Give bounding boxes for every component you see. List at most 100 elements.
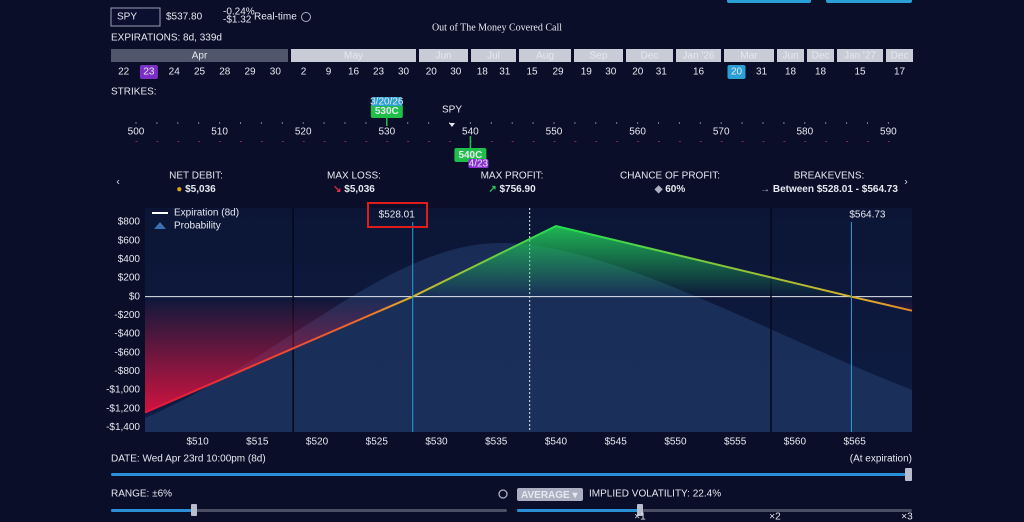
leg-chip[interactable] <box>454 148 487 162</box>
month-bar[interactable] <box>291 49 416 62</box>
month-bar[interactable] <box>807 49 834 62</box>
month-bar[interactable] <box>837 49 883 62</box>
stat-value-text: Between $528.01 - $564.73 <box>773 184 899 195</box>
month-label: Jan '26 <box>683 51 715 62</box>
date[interactable]: 28 <box>219 67 231 78</box>
strike-label: 500 <box>128 127 145 138</box>
strike-dot <box>553 141 556 142</box>
month-bar[interactable] <box>471 49 516 62</box>
date[interactable]: 24 <box>169 67 181 78</box>
strike-dot <box>741 141 744 142</box>
month-bar[interactable] <box>676 49 721 62</box>
date[interactable]: 20 <box>632 67 644 78</box>
range-handle[interactable] <box>191 504 197 516</box>
date[interactable]: 30 <box>270 67 282 78</box>
strike-dot <box>846 122 848 124</box>
date[interactable]: 19 <box>581 67 593 78</box>
y-tick-label: $0 <box>129 291 141 302</box>
date[interactable]: 31 <box>756 67 768 78</box>
date[interactable]: 30 <box>450 67 462 78</box>
date[interactable]: 15 <box>526 67 538 78</box>
date[interactable]: 20 <box>426 67 438 78</box>
spy-pointer <box>449 123 456 127</box>
selected-date[interactable] <box>727 65 746 79</box>
symbol-box[interactable] <box>110 7 161 27</box>
date[interactable]: 25 <box>194 67 206 78</box>
date[interactable]: 23 <box>373 67 385 78</box>
date[interactable]: 31 <box>499 67 511 78</box>
date[interactable]: 31 <box>656 67 668 78</box>
top-button[interactable] <box>727 0 811 3</box>
stat-value: ↘ $5,036 <box>333 184 375 195</box>
selected-date[interactable] <box>139 65 158 79</box>
date[interactable]: 18 <box>785 67 797 78</box>
y-tick-label: -$1,400 <box>106 422 140 433</box>
month-bar[interactable] <box>111 49 288 62</box>
strike-dot <box>720 141 723 142</box>
range-track[interactable] <box>111 509 507 512</box>
iv-tick: ×3 <box>901 512 913 522</box>
strike-label: 520 <box>295 127 312 138</box>
legend-label: Probability <box>174 221 221 232</box>
strike-dot <box>887 141 890 142</box>
stat-label: BREAKEVENS: <box>794 171 865 182</box>
strike-dot <box>846 141 849 142</box>
strike-dot <box>658 141 660 142</box>
month-bar[interactable] <box>574 49 623 62</box>
date[interactable]: 18 <box>477 67 489 78</box>
stat-value: ● $5,036 <box>176 184 216 195</box>
strike-dot <box>428 122 430 124</box>
date[interactable]: 16 <box>348 67 360 78</box>
date[interactable]: 2 <box>301 67 307 78</box>
strikes-label: STRIKES: <box>111 87 157 98</box>
strike-dot <box>260 122 262 124</box>
strike-dot <box>198 141 201 142</box>
strike-dot <box>198 122 200 124</box>
strike-dot <box>511 122 513 124</box>
date[interactable]: 9 <box>326 67 332 78</box>
date-handle[interactable] <box>905 468 912 481</box>
mode-value: AVERAGE <box>521 490 570 501</box>
month-label: Apr <box>192 51 208 62</box>
top-button[interactable] <box>826 0 912 3</box>
stat-icon: → <box>760 184 773 195</box>
strike-dot <box>177 122 179 124</box>
x-tick-label: $555 <box>724 437 747 448</box>
month-bar[interactable] <box>886 49 913 62</box>
leg-chip[interactable] <box>370 104 403 118</box>
stat-label: MAX PROFIT: <box>481 171 544 182</box>
date[interactable]: 23 <box>143 67 155 78</box>
date[interactable]: 29 <box>245 67 257 78</box>
date[interactable]: 18 <box>815 67 827 78</box>
reset-icon[interactable] <box>498 489 508 499</box>
mode-button[interactable] <box>517 488 583 501</box>
x-tick-label: $545 <box>605 437 628 448</box>
stat-value-text: $5,036 <box>344 184 375 195</box>
date[interactable]: 30 <box>605 67 617 78</box>
month-bar[interactable] <box>724 49 774 62</box>
strike-dot <box>177 141 180 142</box>
date[interactable]: 15 <box>854 67 866 78</box>
month-bar[interactable] <box>777 49 804 62</box>
month-bar[interactable] <box>626 49 673 62</box>
strike-dot <box>386 141 389 142</box>
date-slider[interactable] <box>111 473 912 476</box>
date[interactable]: 22 <box>118 67 130 78</box>
iv-handle[interactable] <box>637 504 643 516</box>
month-bar[interactable] <box>519 49 571 62</box>
stat-value-text: $756.90 <box>500 184 537 195</box>
month-bar[interactable] <box>419 49 468 62</box>
strike-dot <box>616 122 618 124</box>
date[interactable]: 17 <box>894 67 906 78</box>
x-tick-label: $530 <box>425 437 448 448</box>
date[interactable]: 16 <box>693 67 705 78</box>
date[interactable]: 20 <box>731 67 743 78</box>
strike-dot <box>281 122 283 124</box>
date[interactable]: 29 <box>552 67 564 78</box>
stat-value: → Between $528.01 - $564.73 <box>760 184 898 195</box>
change-pct: -0.24% <box>223 7 255 18</box>
expirations-label: EXPIRATIONS: 8d, 339d <box>111 33 222 44</box>
strike-dot <box>867 122 868 124</box>
strike-dot <box>365 122 367 124</box>
date[interactable]: 30 <box>398 67 410 78</box>
